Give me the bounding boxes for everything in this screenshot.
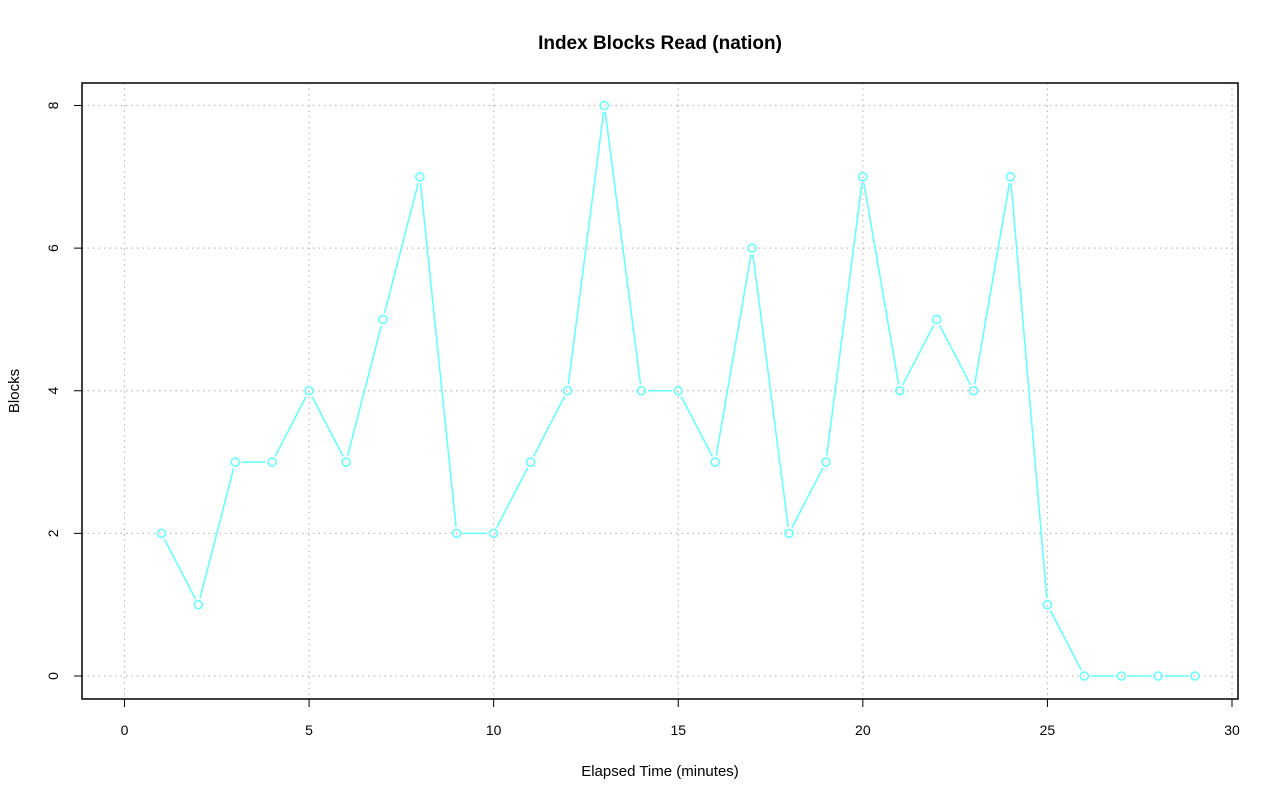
y-tick-label: 2	[45, 529, 61, 537]
series-line-segment	[163, 538, 197, 600]
series-line-segment	[902, 324, 935, 386]
grid-lines	[82, 83, 1238, 699]
data-point	[784, 528, 794, 539]
series-line-segment	[680, 396, 713, 457]
series-line-segment	[938, 324, 972, 386]
series-line-segment	[791, 467, 824, 528]
data-point	[562, 385, 573, 396]
series-layer	[156, 100, 1200, 681]
series-line-segment	[567, 111, 605, 385]
data-point	[193, 599, 204, 610]
series-line-segment	[825, 183, 863, 456]
series-line-segment	[863, 183, 900, 385]
series-line-segment	[752, 254, 789, 528]
data-point	[525, 457, 536, 467]
x-tick-label: 30	[1224, 722, 1240, 738]
series-line-segment	[495, 467, 529, 528]
series-line-segment	[419, 183, 457, 527]
series-line-segment	[1049, 610, 1083, 671]
data-point	[636, 385, 647, 396]
data-point	[341, 457, 351, 467]
data-point	[1005, 172, 1016, 182]
series-line-segment	[311, 396, 344, 457]
series-line-segment	[715, 254, 752, 456]
x-tick-label: 10	[486, 722, 502, 738]
data-point	[378, 314, 388, 325]
data-point	[488, 528, 499, 539]
series-line-segment	[346, 325, 383, 456]
data-point	[156, 528, 167, 539]
data-point	[821, 457, 831, 467]
data-point	[1116, 671, 1127, 681]
series-line-segment	[604, 111, 642, 385]
y-axis-label: Blocks	[6, 369, 23, 413]
series-line-segment	[274, 396, 307, 457]
x-tick-label: 20	[855, 722, 871, 738]
data-point	[1042, 599, 1053, 610]
series-line-segment	[1010, 183, 1048, 599]
data-point	[451, 528, 462, 539]
x-tick-label: 0	[121, 722, 129, 738]
series-line-segment	[199, 468, 235, 599]
x-axis: 0 5 10 15 20 25 30	[121, 699, 1240, 738]
series-line-segment	[383, 182, 419, 314]
data-point	[673, 385, 684, 396]
data-point	[599, 100, 610, 111]
x-tick-label: 15	[670, 722, 686, 738]
data-point	[1153, 671, 1163, 681]
data-point	[858, 172, 868, 182]
chart-title: Index Blocks Read (nation)	[538, 33, 782, 54]
data-point	[747, 243, 757, 253]
y-tick-label: 0	[45, 672, 61, 680]
x-axis-label: Elapsed Time (minutes)	[581, 763, 739, 780]
data-point	[968, 385, 979, 396]
data-point	[267, 457, 277, 467]
x-tick-label: 25	[1040, 722, 1056, 738]
y-tick-label: 4	[45, 387, 61, 395]
series-line-segment	[973, 183, 1011, 385]
data-point	[710, 457, 720, 467]
data-point	[894, 385, 905, 396]
data-point	[230, 457, 241, 467]
data-point	[1190, 671, 1200, 681]
y-tick-label: 6	[45, 244, 61, 252]
y-tick-label: 8	[45, 101, 61, 109]
series-line-segment	[532, 396, 566, 457]
data-point	[931, 314, 942, 325]
data-point	[304, 385, 314, 396]
data-point	[1079, 671, 1090, 681]
data-point	[415, 172, 425, 182]
x-tick-label: 5	[305, 722, 313, 738]
y-axis: 0 2 4 6 8	[45, 101, 82, 680]
